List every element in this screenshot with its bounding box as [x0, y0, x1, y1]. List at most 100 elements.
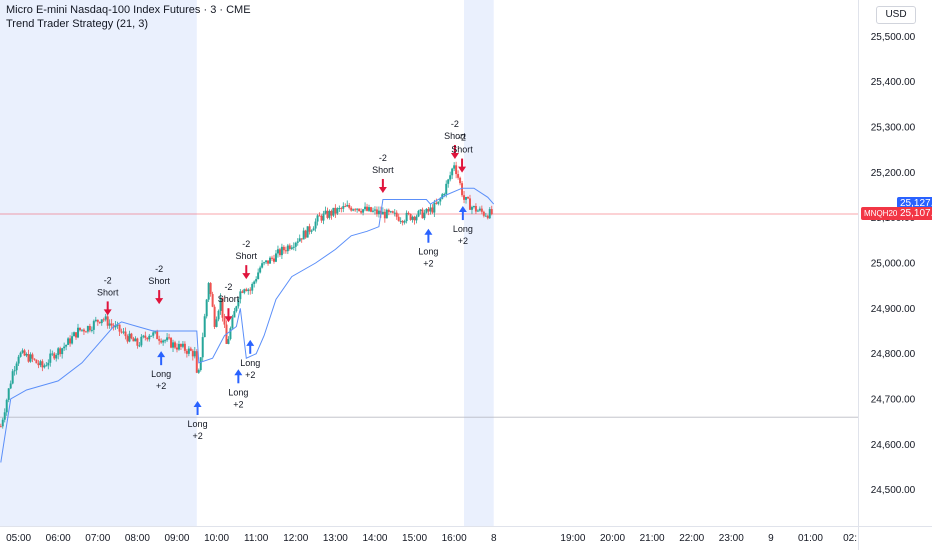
- candle-body: [217, 310, 220, 320]
- candle-body: [265, 260, 268, 263]
- candle-body: [57, 348, 60, 356]
- candle-body: [280, 246, 283, 256]
- candle-body: [451, 168, 454, 176]
- candle-body: [146, 337, 149, 340]
- long-arrow-head: [193, 401, 202, 408]
- long-arrow-head: [234, 369, 243, 376]
- long-arrow-head: [424, 228, 433, 235]
- candle-body: [158, 339, 161, 341]
- candle-body: [368, 207, 371, 211]
- signal-label: Short: [444, 131, 466, 141]
- session-shading: [464, 0, 494, 526]
- candle-body: [304, 230, 307, 238]
- candle-body: [272, 258, 275, 262]
- candle-body: [320, 216, 323, 221]
- candle-body: [271, 257, 274, 259]
- candle-body: [251, 283, 254, 291]
- candle-body: [168, 337, 171, 339]
- short-signal: -2 Short: [218, 282, 240, 323]
- short-signal: -2 Short: [372, 153, 394, 193]
- candle-body: [3, 412, 6, 420]
- signal-qty-label: +2: [233, 399, 243, 409]
- candle-body: [13, 370, 16, 372]
- candle-body: [453, 165, 456, 169]
- candle-body: [391, 211, 394, 213]
- candle-body: [98, 321, 101, 324]
- candle-body: [263, 262, 266, 264]
- x-tick-label: 05:00: [6, 533, 31, 544]
- candle-body: [371, 210, 374, 212]
- x-tick-label: 19:00: [560, 533, 585, 544]
- signal-qty-label: -2: [451, 119, 459, 129]
- candle-body: [403, 221, 406, 223]
- candle-body: [474, 206, 477, 212]
- long-arrow-head: [458, 206, 467, 213]
- candle-body: [96, 319, 99, 322]
- candle-body: [267, 260, 270, 264]
- candle-body: [415, 216, 418, 221]
- candle-body: [104, 316, 107, 320]
- candle-body: [472, 206, 475, 208]
- x-tick-label: 16:00: [442, 533, 467, 544]
- candle-body: [116, 324, 119, 326]
- candle-body: [90, 329, 93, 331]
- candle-body: [346, 204, 349, 207]
- candle-body: [387, 209, 390, 213]
- candle-body: [417, 210, 420, 217]
- candle-body: [235, 306, 238, 312]
- candle-body: [480, 208, 483, 212]
- candle-body: [39, 361, 42, 366]
- candle-body: [328, 210, 331, 218]
- candle-body: [191, 350, 194, 357]
- candle-body: [130, 333, 133, 339]
- candle-body: [11, 371, 14, 384]
- candle-body: [288, 245, 291, 249]
- candle-body: [35, 359, 38, 364]
- long-arrow-head: [246, 339, 255, 346]
- candle-body: [138, 345, 141, 347]
- short-arrow-head: [155, 298, 164, 305]
- long-signal: Long +2: [228, 369, 248, 409]
- candle-body: [47, 362, 50, 366]
- candle-body: [381, 211, 384, 215]
- candle-body: [366, 206, 369, 211]
- candle-body: [94, 319, 97, 322]
- candle-body: [306, 226, 309, 238]
- candle-body: [488, 209, 491, 219]
- candle-body: [294, 242, 297, 247]
- signal-qty-label: -2: [458, 133, 466, 143]
- candle-body: [65, 344, 68, 347]
- candle-body: [354, 209, 357, 211]
- candle-body: [108, 323, 111, 326]
- candle-body: [92, 321, 95, 330]
- x-tick-label: 09:00: [164, 533, 189, 544]
- candle-body: [314, 221, 317, 229]
- candle-body: [413, 216, 416, 221]
- candle-body: [443, 194, 446, 196]
- candle-body: [290, 247, 293, 249]
- study-title[interactable]: Trend Trader Strategy (21, 3): [6, 18, 149, 30]
- signal-label: Short: [218, 294, 240, 304]
- candle-body: [342, 206, 345, 209]
- candle-body: [88, 326, 91, 331]
- candle-body: [373, 209, 376, 211]
- candle-body: [21, 350, 24, 353]
- candle-body: [118, 324, 121, 332]
- candle-body: [338, 208, 341, 210]
- candle-body: [5, 399, 8, 413]
- candle-body: [160, 340, 163, 343]
- candle-body: [336, 208, 339, 214]
- candle-body: [215, 319, 218, 327]
- candle-body: [203, 316, 206, 338]
- candle-body: [465, 197, 468, 200]
- candle-body: [425, 208, 428, 213]
- candle-body: [175, 347, 178, 350]
- currency-selector[interactable]: USD: [876, 6, 916, 24]
- symbol-title[interactable]: Micro E-mini Nasdaq-100 Index Futures · …: [6, 4, 251, 16]
- candle-body: [468, 198, 471, 210]
- signal-label: Short: [372, 165, 394, 175]
- candle-body: [324, 210, 327, 214]
- signal-qty-label: +2: [192, 431, 202, 441]
- candle-body: [286, 245, 289, 252]
